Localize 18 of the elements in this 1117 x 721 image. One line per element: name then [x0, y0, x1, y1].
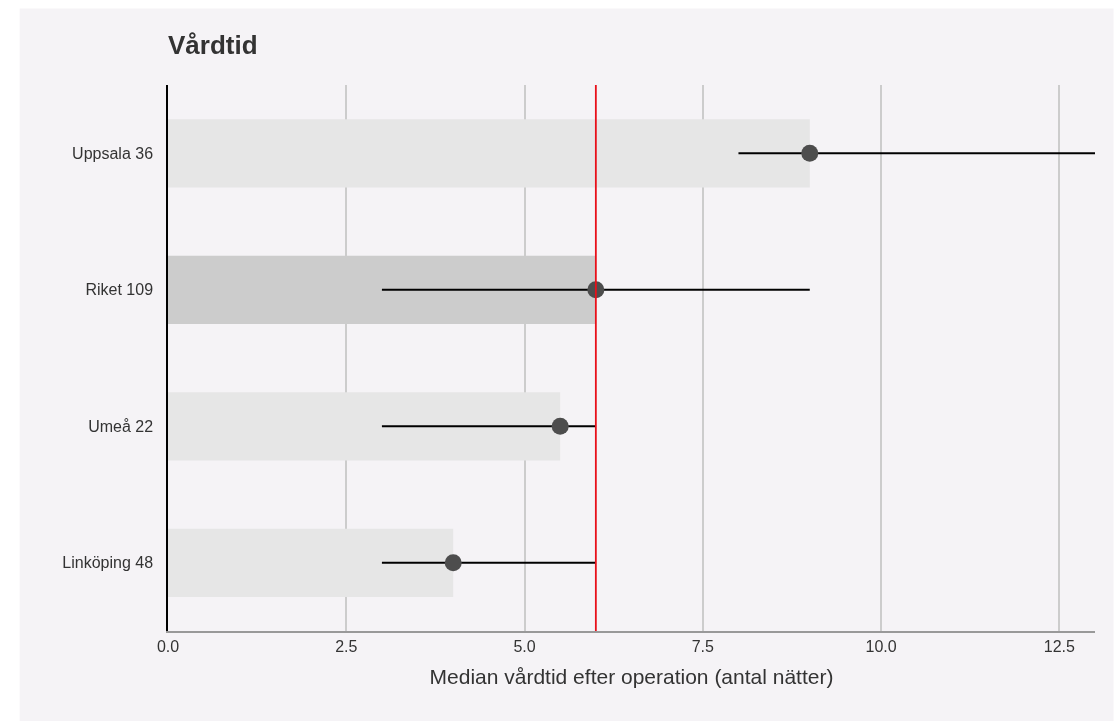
x-tick-label: 5.0	[513, 637, 536, 655]
y-tick-label: Linköping 48	[62, 554, 154, 572]
x-tick-label: 0.0	[156, 637, 180, 655]
x-tick-label: 2.5	[335, 637, 358, 655]
y-tick-label: Umeå 22	[88, 417, 154, 435]
y-tick-label: Uppsala 36	[72, 144, 154, 162]
point	[551, 417, 569, 435]
x-tick-label: 7.5	[691, 637, 715, 655]
bar	[168, 392, 561, 461]
y-tick-label: Riket 109	[85, 281, 154, 299]
x-axis-title: Median vårdtid efter operation (antal nätter)	[429, 664, 834, 688]
x-tick-label: 12.5	[1043, 637, 1076, 655]
bar	[168, 119, 810, 188]
point	[444, 554, 462, 572]
point	[801, 144, 819, 162]
chart-title: Vårdtid	[168, 30, 258, 61]
x-tick-label: 10.0	[865, 637, 897, 655]
bar	[168, 528, 454, 597]
